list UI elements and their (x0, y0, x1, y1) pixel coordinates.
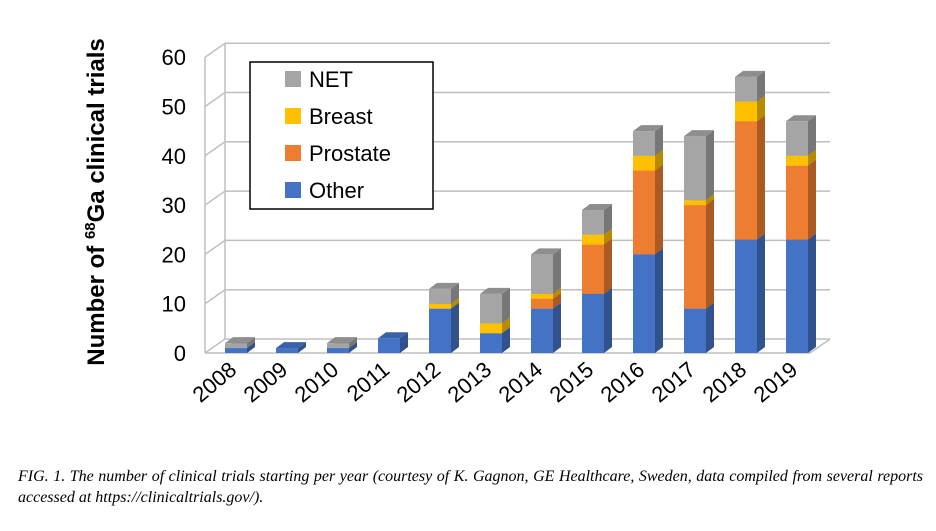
bar-segment-net-2015 (582, 204, 612, 235)
bar-segment-other-2018 (735, 233, 765, 353)
bar-segment-net-2019 (786, 115, 816, 156)
legend-entry-net: NET (285, 67, 353, 92)
bar-segment-other-2019 (786, 233, 816, 353)
bar-segment-prostate-2019 (786, 159, 816, 240)
x-tick-label-2011: 2011 (342, 357, 394, 407)
y-tick-label: 50 (162, 95, 186, 120)
bar-segment-net-2016 (633, 125, 663, 156)
x-tick-labels: 2008200920102011201220132014201520162017… (188, 357, 803, 408)
gridline (204, 42, 830, 58)
x-tick-label-2019: 2019 (749, 357, 803, 408)
legend-swatch (285, 182, 301, 198)
bar-segment-prostate-2015 (582, 238, 612, 294)
gridline (204, 141, 830, 157)
y-tick-label: 30 (162, 193, 186, 218)
bar-segment-net-2012 (429, 282, 459, 304)
x-tick-label-2012: 2012 (392, 357, 446, 408)
bar-segment-other-2015 (582, 287, 612, 353)
bar-segment-prostate-2017 (684, 199, 714, 309)
legend-swatch (285, 71, 301, 87)
gridline (204, 91, 830, 108)
bar-segment-other-2014 (531, 302, 561, 353)
bar-segment-other-2012 (429, 302, 459, 353)
bar-segment-net-2008 (225, 337, 255, 349)
bars (225, 70, 816, 353)
legend-entry-other: Other (285, 178, 364, 203)
legend-label: Prostate (309, 141, 391, 166)
bar-segment-prostate-2018 (735, 115, 765, 240)
legend-label: Other (309, 178, 364, 203)
x-tick-label-2013: 2013 (443, 357, 497, 408)
x-tick-label-2017: 2017 (647, 357, 701, 408)
bar-segment-net-2010 (327, 337, 357, 349)
bar-segment-other-2017 (684, 302, 714, 353)
y-tick-label: 60 (162, 45, 186, 70)
legend-box (249, 61, 434, 210)
legend-label: Breast (309, 104, 373, 129)
bar-segment-net-2013 (480, 287, 510, 324)
bar-segment-prostate-2016 (633, 164, 663, 255)
y-tick-label: 40 (162, 144, 186, 169)
x-tick-label-2010: 2010 (290, 357, 344, 408)
x-tick-label-2008: 2008 (188, 357, 242, 408)
y-axis-label-suffix: Ga clinical trials (83, 38, 110, 222)
bar-segment-net-2017 (684, 130, 714, 201)
figure-caption: FIG. 1. The number of clinical trials st… (18, 468, 923, 506)
y-axis-label-prefix: Number of (83, 239, 110, 366)
gridlines (204, 42, 830, 340)
legend-entry-prostate: Prostate (285, 141, 391, 166)
legend: NET Breast Prostate Other (249, 61, 434, 210)
legend-swatch (285, 145, 301, 161)
x-tick-label-2014: 2014 (494, 357, 548, 408)
x-tick-label-2009: 2009 (239, 357, 293, 408)
gridline (204, 288, 830, 305)
y-tick-label: 20 (162, 242, 186, 267)
bar-segment-other-2011 (378, 332, 408, 353)
y-tick-label: 0 (174, 341, 186, 366)
y-axis-label-superscript: 68 (82, 222, 99, 239)
legend-swatch (285, 108, 301, 124)
y-tick-label: 10 (162, 292, 186, 317)
bar-segment-net-2018 (735, 70, 765, 102)
floor-front-edge (205, 338, 831, 354)
x-tick-label-2016: 2016 (596, 357, 650, 408)
floor-left-edge (204, 338, 226, 354)
y-axis-label: Number of 68Ga clinical trials (82, 38, 110, 365)
gridline (204, 239, 830, 256)
gridline (204, 190, 830, 206)
bar-segment-net-2014 (531, 248, 561, 294)
bar-segment-other-2009 (276, 342, 306, 353)
y-tick-labels: 0 10 20 30 40 50 60 (162, 45, 186, 366)
x-tick-label-2018: 2018 (698, 357, 752, 408)
legend-entry-breast: Breast (285, 104, 373, 129)
x-tick-label-2015: 2015 (545, 357, 599, 408)
bar-segment-other-2016 (633, 248, 663, 353)
legend-label: NET (309, 67, 353, 92)
